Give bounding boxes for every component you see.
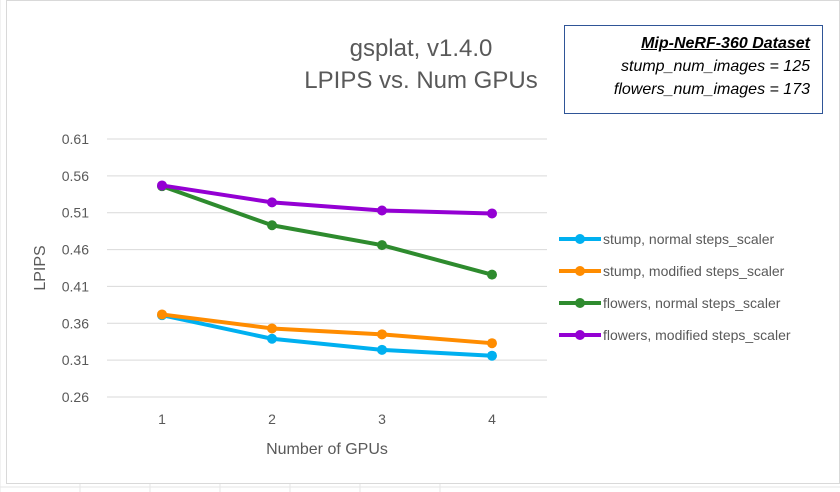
series-4 — [157, 180, 497, 219]
y-tick-label: 0.46 — [62, 242, 89, 258]
x-tick-label: 3 — [378, 411, 386, 427]
legend-item-3: flowers, normal steps_scaler — [559, 295, 781, 311]
series-3 — [157, 181, 497, 280]
data-point — [377, 329, 387, 340]
y-tick-label: 0.41 — [62, 278, 89, 294]
legend-marker — [575, 234, 585, 244]
chart-plot: 0.26 0.31 0.36 0.41 0.46 0.51 0.56 0.61 1 2 3 4 Numb… — [32, 131, 791, 458]
y-tick-label: 0.61 — [62, 131, 89, 147]
y-tick-label: 0.36 — [62, 315, 89, 331]
y-tick-label: 0.26 — [62, 389, 89, 405]
x-tick-label: 4 — [488, 411, 496, 427]
data-point — [487, 269, 497, 280]
data-point — [487, 350, 497, 361]
series-line — [160, 184, 494, 277]
info-box-line-flowers: flowers_num_images = 173 — [613, 81, 810, 98]
data-point — [487, 338, 497, 349]
data-point — [487, 208, 497, 219]
legend-label: flowers, normal steps_scaler — [603, 295, 781, 311]
x-tick-label: 1 — [158, 411, 166, 427]
x-tick-label: 2 — [268, 411, 276, 427]
data-point — [267, 197, 277, 208]
data-point — [267, 220, 277, 231]
data-point — [377, 240, 387, 251]
x-axis-title: Number of GPUs — [266, 441, 388, 458]
data-point — [377, 205, 387, 216]
y-axis-title: LPIPS — [32, 245, 49, 290]
legend-marker — [575, 266, 585, 276]
data-point — [157, 180, 167, 191]
legend-label: stump, normal steps_scaler — [603, 231, 775, 247]
legend-marker — [575, 330, 585, 340]
legend-label: flowers, modified steps_scaler — [603, 327, 791, 343]
legend-marker — [575, 298, 585, 308]
legend-label: stump, modified steps_scaler — [603, 263, 785, 279]
legend-item-1: stump, normal steps_scaler — [559, 231, 775, 247]
chart-title-line-1: gsplat, v1.4.0 — [349, 35, 493, 62]
dataset-info-box: Mip-NeRF-360 Dataset stump_num_images = … — [564, 25, 823, 114]
y-tick-label: 0.56 — [62, 168, 89, 184]
series-2 — [157, 309, 497, 349]
data-point — [267, 333, 277, 344]
y-tick-label: 0.51 — [62, 205, 89, 221]
data-point — [267, 323, 277, 334]
series-line — [160, 313, 494, 358]
data-point — [377, 344, 387, 355]
info-box-line-stump: stump_num_images = 125 — [621, 58, 810, 75]
data-point — [157, 309, 167, 320]
chart-area[interactable]: 0.26 0.31 0.36 0.41 0.46 0.51 0.56 0.61 1 2 3 4 Numb… — [6, 0, 840, 484]
legend-item-4: flowers, modified steps_scaler — [559, 327, 791, 343]
legend-item-2: stump, modified steps_scaler — [559, 263, 785, 279]
series-line — [160, 183, 494, 216]
y-tick-label: 0.31 — [62, 352, 89, 368]
info-box-heading: Mip-NeRF-360 Dataset — [641, 35, 810, 52]
series-line — [160, 312, 494, 346]
chart-title-line-2: LPIPS vs. Num GPUs — [304, 67, 538, 94]
series-1 — [157, 310, 497, 361]
